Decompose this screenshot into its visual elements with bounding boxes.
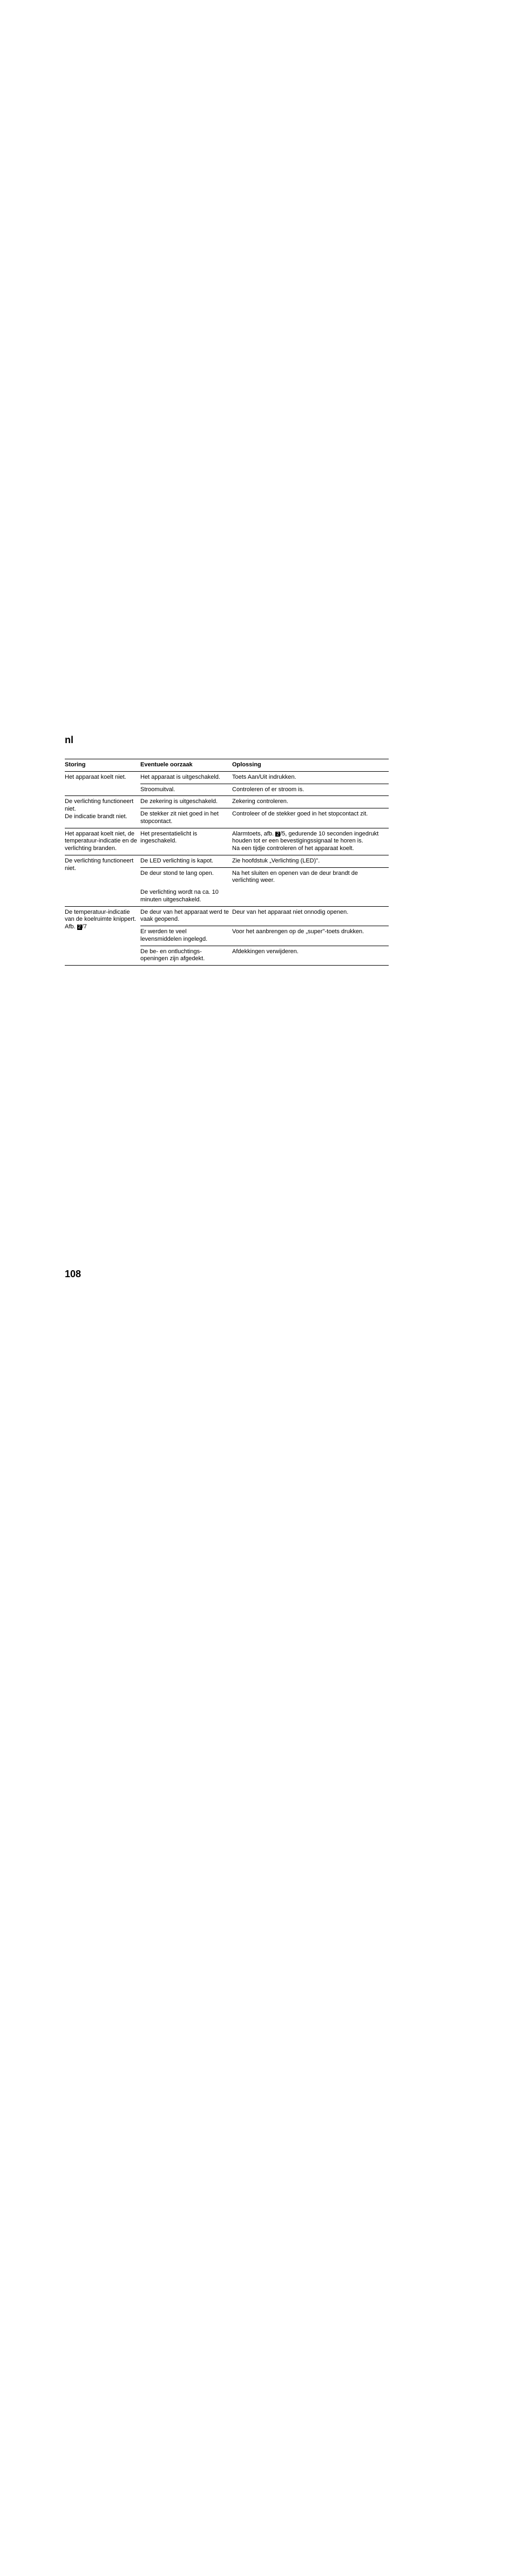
cell-oplossing: Toets Aan/Uit indrukken. — [232, 771, 389, 784]
cell-oplossing: Controleren of er stroom is. — [232, 784, 389, 796]
cell-oplossing: Voor het aanbrengen op de „super"-toets … — [232, 926, 389, 946]
cell-oplossing — [232, 887, 389, 906]
col-header-oorzaak: Eventuele oorzaak — [140, 759, 232, 772]
cell-oplossing: Zie hoofdstuk „Verlichting (LED)". — [232, 855, 389, 867]
cell-oplossing: Controleer of de stekker goed in het sto… — [232, 808, 389, 828]
cell-oorzaak: Het presentatielicht is ingeschakeld. — [140, 828, 232, 855]
cell-storing: De temperatuur-indicatie van de koelruim… — [65, 906, 140, 966]
cell-oorzaak: De be- en ontluchtings-openingen zijn af… — [140, 946, 232, 966]
col-header-oplossing: Oplossing — [232, 759, 389, 772]
ref-icon: 2 — [275, 832, 280, 837]
cell-oplossing: Zekering controleren. — [232, 796, 389, 808]
cell-oorzaak: De deur stond te lang open. — [140, 867, 232, 887]
col-header-storing: Storing — [65, 759, 140, 772]
cell-oplossing: Deur van het apparaat niet onnodig opene… — [232, 906, 389, 926]
cell-oplossing: Alarmtoets, afb. 2/5, gedurende 10 secon… — [232, 828, 389, 855]
cell-storing: Het apparaat koelt niet, de temperatuur-… — [65, 828, 140, 855]
cell-oorzaak: De zekering is uitgeschakeld. — [140, 796, 232, 808]
cell-oorzaak: De stekker zit niet goed in het stopcont… — [140, 808, 232, 828]
cell-storing: De verlichting functioneert niet.De indi… — [65, 796, 140, 828]
page-number: 108 — [65, 1269, 81, 1280]
cell-oorzaak: De LED verlichting is kapot. — [140, 855, 232, 867]
ref-icon: 2 — [77, 925, 82, 930]
cell-oorzaak: De verlichting wordt na ca. 10 minuten u… — [140, 887, 232, 906]
cell-oorzaak: Stroomuitval. — [140, 784, 232, 796]
table-body: Het apparaat koelt niet.Het apparaat is … — [65, 771, 389, 965]
language-heading: nl — [65, 734, 450, 746]
cell-oorzaak: De deur van het apparaat werd te vaak ge… — [140, 906, 232, 926]
cell-storing: Het apparaat koelt niet. — [65, 771, 140, 796]
cell-oorzaak: Het apparaat is uitgeschakeld. — [140, 771, 232, 784]
cell-oplossing: Afdekkingen verwijderen. — [232, 946, 389, 966]
cell-oorzaak: Er werden te veel levensmiddelen ingeleg… — [140, 926, 232, 946]
cell-storing: De verlichting functioneert niet. — [65, 855, 140, 906]
cell-oplossing: Na het sluiten en openen van de deur bra… — [232, 867, 389, 887]
troubleshooting-table: Storing Eventuele oorzaak Oplossing Het … — [65, 759, 389, 966]
